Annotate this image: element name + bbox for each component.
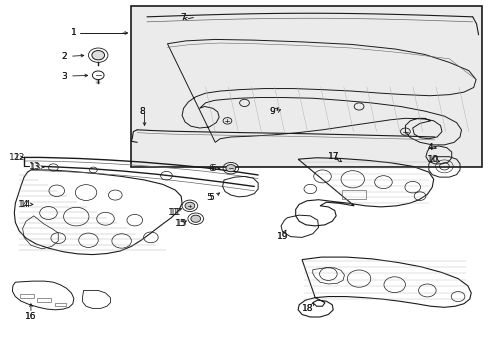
FancyBboxPatch shape — [131, 6, 482, 167]
Text: 5: 5 — [208, 193, 214, 202]
Text: 16: 16 — [25, 312, 37, 321]
Text: 17: 17 — [327, 152, 338, 161]
Text: 13: 13 — [29, 162, 41, 171]
Text: 11: 11 — [169, 208, 181, 217]
Text: 12: 12 — [14, 153, 25, 162]
Text: 18: 18 — [302, 304, 313, 313]
Text: 16: 16 — [25, 312, 37, 321]
Bar — [37, 298, 51, 302]
Text: 1: 1 — [71, 28, 77, 37]
Text: 5: 5 — [206, 193, 212, 202]
Text: 8: 8 — [139, 107, 144, 116]
Text: 10: 10 — [427, 155, 439, 164]
Text: 6: 6 — [208, 164, 214, 173]
Text: 13: 13 — [30, 163, 41, 172]
Text: 15: 15 — [175, 219, 186, 228]
Text: 17: 17 — [327, 152, 338, 161]
Bar — [55, 303, 66, 306]
Text: 19: 19 — [276, 232, 288, 241]
Circle shape — [184, 202, 194, 210]
Bar — [20, 294, 34, 298]
Text: 2: 2 — [61, 52, 67, 61]
Bar — [341, 190, 366, 199]
Text: 7: 7 — [180, 13, 185, 22]
Text: 4: 4 — [427, 143, 433, 152]
Circle shape — [225, 165, 235, 172]
Text: 7: 7 — [180, 13, 185, 22]
Text: 6: 6 — [209, 164, 215, 173]
Text: 10: 10 — [426, 155, 438, 164]
Text: 3: 3 — [61, 72, 67, 81]
Text: 4: 4 — [427, 143, 433, 152]
Text: 19: 19 — [276, 232, 288, 241]
Circle shape — [190, 215, 200, 222]
Text: 15: 15 — [176, 219, 187, 228]
Text: 2: 2 — [61, 52, 67, 61]
Text: 14: 14 — [19, 200, 30, 209]
Text: 5: 5 — [208, 193, 214, 202]
Text: 3: 3 — [61, 72, 67, 81]
Text: 12: 12 — [9, 153, 20, 162]
Text: 9: 9 — [268, 107, 274, 116]
Text: 9: 9 — [268, 107, 274, 116]
Text: 1: 1 — [71, 28, 77, 37]
Text: 11: 11 — [168, 208, 179, 217]
Circle shape — [92, 50, 104, 60]
Text: 14: 14 — [20, 200, 32, 209]
Text: 18: 18 — [302, 304, 313, 313]
Text: 8: 8 — [139, 107, 144, 116]
